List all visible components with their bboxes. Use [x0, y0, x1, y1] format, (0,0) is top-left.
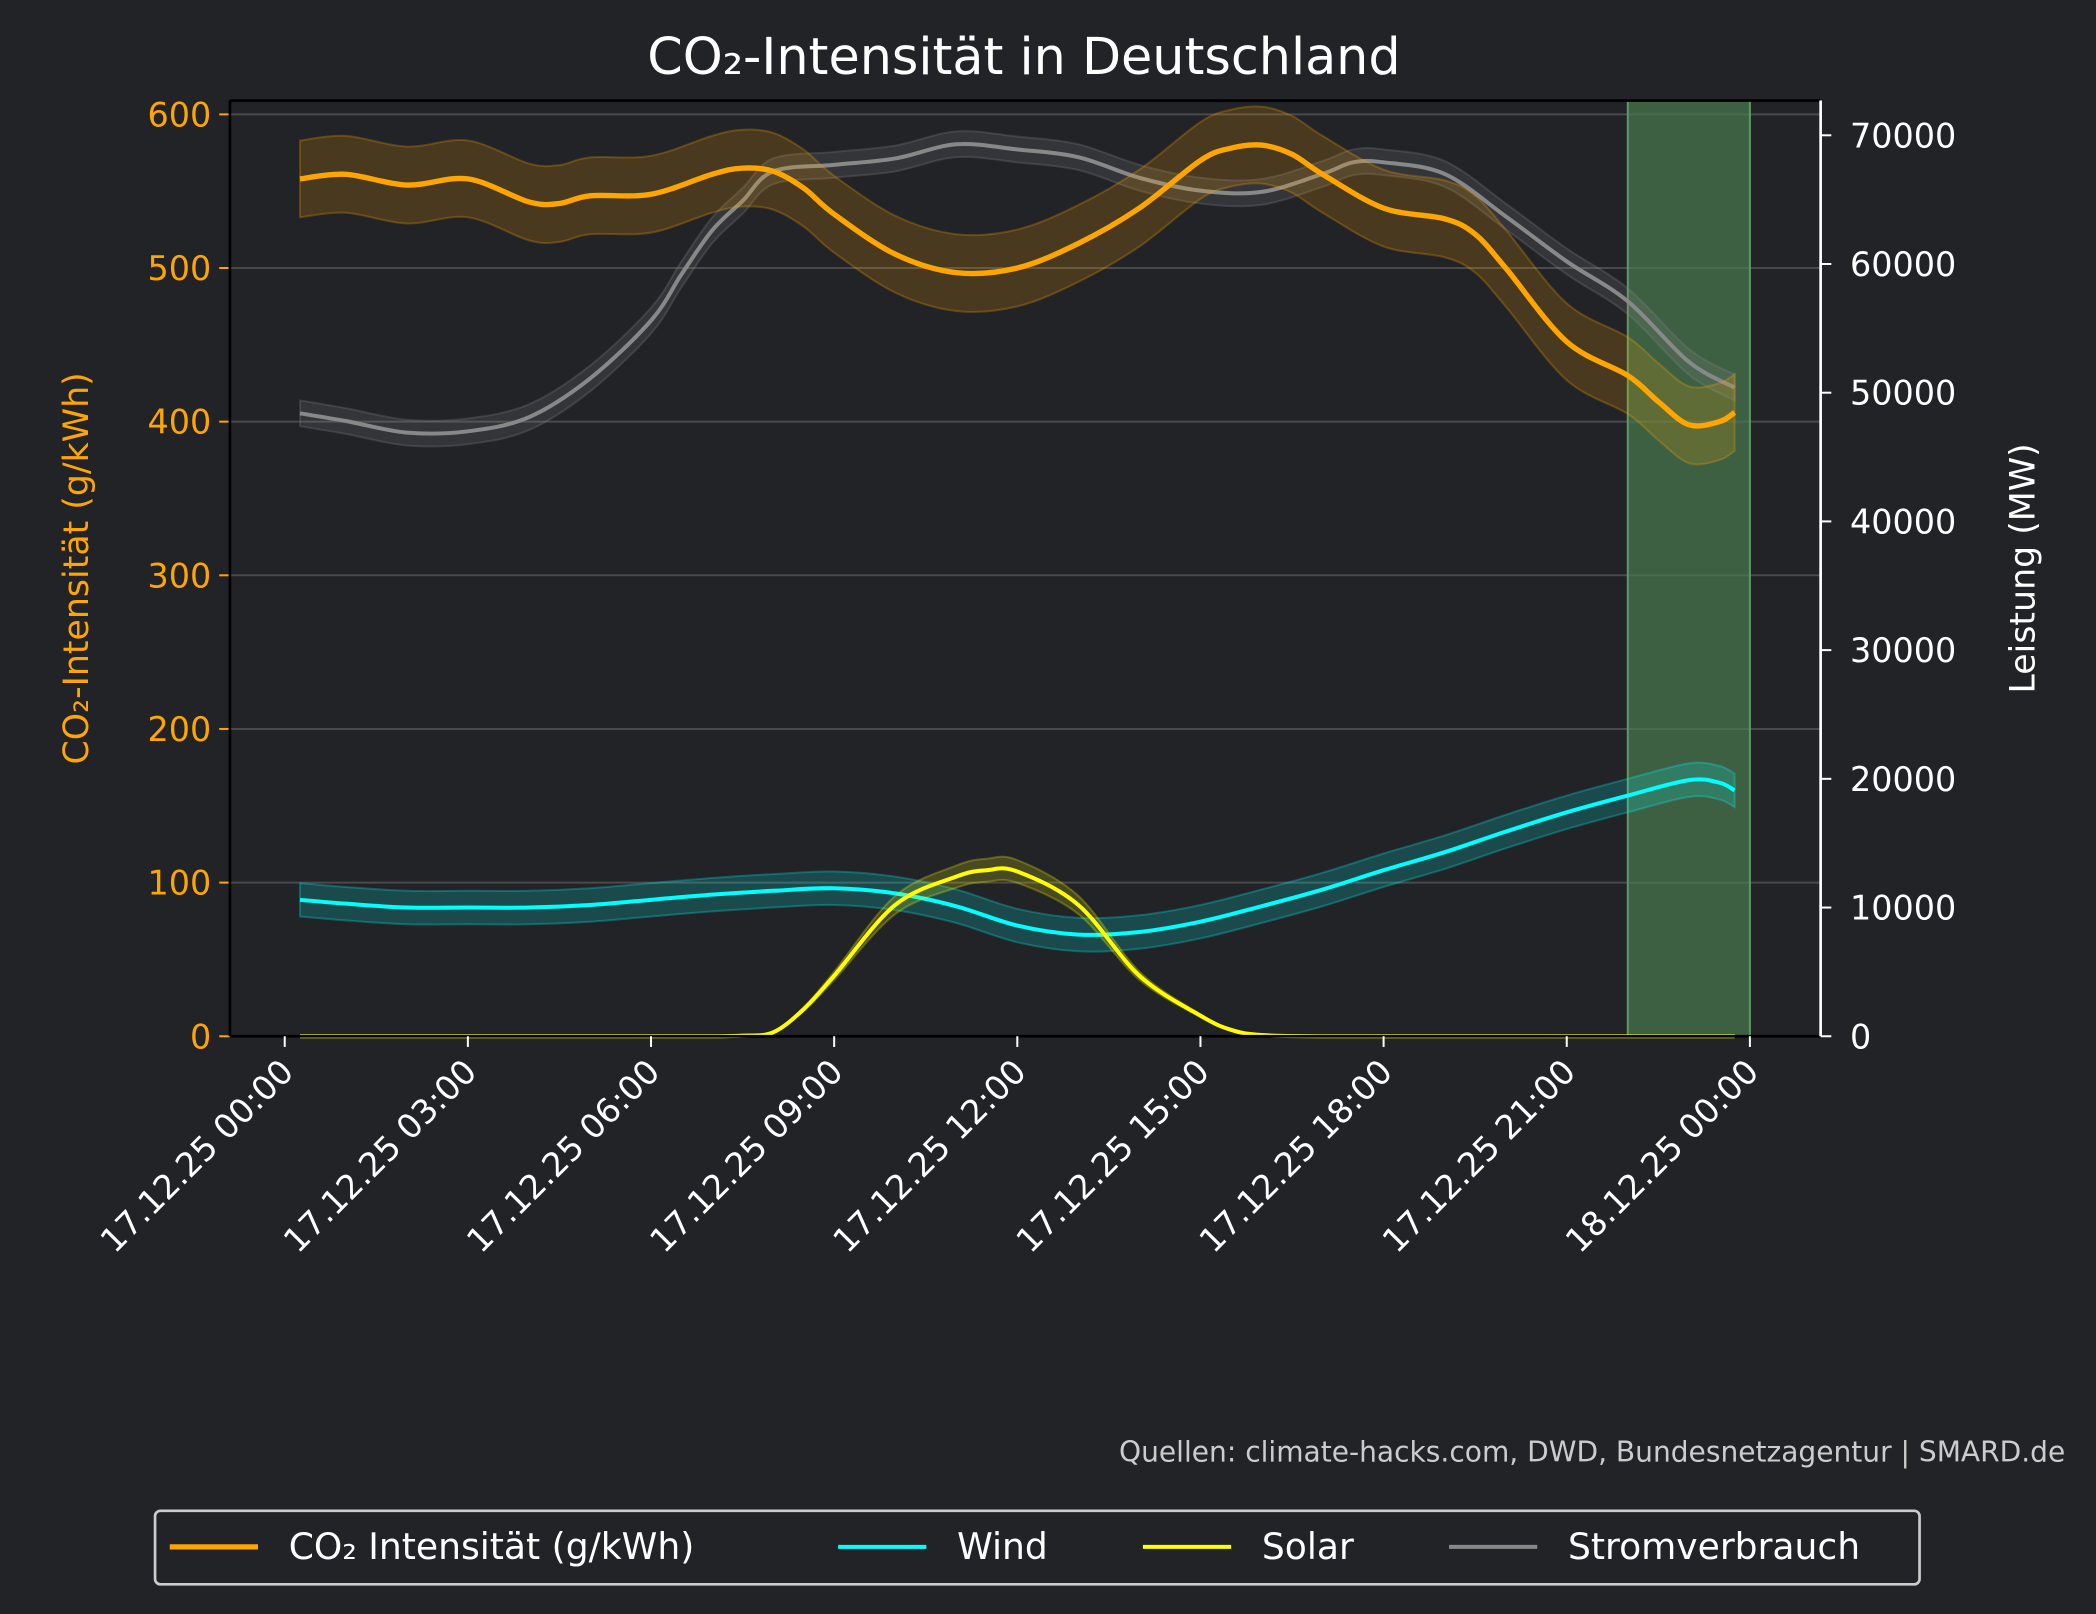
series-band	[298, 105, 1736, 466]
series-band	[298, 130, 1736, 448]
right-tick-label: 0	[1850, 1017, 1871, 1056]
left-tick-label: 100	[147, 864, 211, 903]
series-line	[299, 141, 1736, 436]
left-tick-label: 300	[147, 556, 211, 595]
left-tick-label: 400	[147, 403, 211, 442]
series-line	[299, 142, 1737, 429]
plot-area: 0 100 200 300 400 500 600 0 10000 20000 30000 40000…	[93, 95, 1957, 1260]
series-line	[299, 777, 1736, 937]
right-tick-label: 20000	[1850, 760, 1956, 799]
left-tick-label: 0	[190, 1017, 211, 1056]
left-tick-label: 200	[147, 710, 211, 749]
right-tick-label: 70000	[1850, 116, 1956, 155]
legend: CO₂ Intensität (g/kWh) Wind Solar Stromverb…	[153, 1509, 1921, 1586]
legend-label: Stromverbrauch	[1568, 1526, 1860, 1568]
right-tick-label: 40000	[1850, 502, 1956, 541]
highlight-span	[1626, 99, 1751, 1038]
left-axis-label: CO₂-Intensität (g/kWh)	[57, 372, 97, 764]
chart-title: CO₂-Intensität in Deutschland	[647, 27, 1400, 86]
right-tick-label: 60000	[1850, 245, 1956, 284]
right-axis-label: Leistung (MW)	[2004, 443, 2044, 693]
right-tick-label: 10000	[1850, 889, 1956, 928]
source-note: Quellen: climate-hacks.com, DWD, Bundesn…	[1119, 1435, 2065, 1468]
right-tick-label: 30000	[1850, 631, 1956, 670]
right-tick-label: 50000	[1850, 374, 1956, 413]
left-tick-label: 500	[147, 249, 211, 288]
legend-label: Wind	[957, 1526, 1048, 1568]
legend-label: Solar	[1262, 1526, 1354, 1568]
legend-label: CO₂ Intensität (g/kWh)	[289, 1526, 695, 1568]
plot-background	[229, 100, 1821, 1037]
series-band	[298, 761, 1736, 953]
legend-box	[153, 1509, 1921, 1586]
left-tick-label: 600	[147, 95, 211, 134]
